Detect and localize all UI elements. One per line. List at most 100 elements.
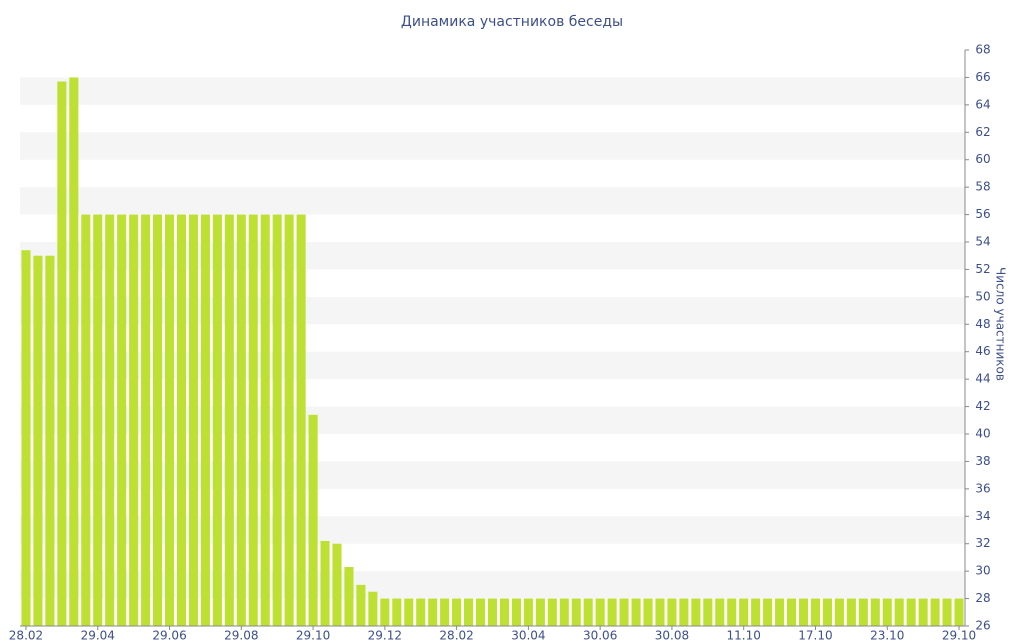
bar xyxy=(631,598,641,626)
bar xyxy=(392,598,402,626)
bar xyxy=(153,214,163,627)
bar xyxy=(69,77,79,626)
x-tick-label: 17.10 xyxy=(798,629,832,641)
bar xyxy=(954,598,964,626)
x-tick-label: 30.04 xyxy=(511,629,545,641)
y-tick-label: 28 xyxy=(975,591,990,605)
bar xyxy=(822,598,832,626)
bar xyxy=(224,214,234,627)
y-tick-label: 52 xyxy=(975,262,990,276)
bar xyxy=(499,598,510,626)
bar xyxy=(559,598,569,626)
y-tick-label: 68 xyxy=(975,43,990,57)
bar xyxy=(930,598,940,626)
y-tick-label: 42 xyxy=(975,399,990,413)
bar xyxy=(117,214,127,627)
y-tick-label: 40 xyxy=(975,427,990,441)
bar xyxy=(356,584,366,626)
bar xyxy=(882,598,892,626)
bar xyxy=(188,214,198,627)
bar xyxy=(129,214,139,627)
bar xyxy=(487,598,498,626)
x-tick-label: 30.06 xyxy=(583,629,617,641)
x-tick-label: 29.10 xyxy=(942,629,976,641)
bar xyxy=(320,540,330,626)
bar xyxy=(475,598,486,626)
y-tick-label: 30 xyxy=(975,564,990,578)
x-tick-label: 29.12 xyxy=(368,629,402,641)
y-tick-label: 66 xyxy=(975,70,990,84)
y-tick-label: 26 xyxy=(975,619,990,633)
bar xyxy=(440,598,450,626)
bar xyxy=(607,598,617,626)
bar xyxy=(834,598,844,626)
bar xyxy=(272,214,282,627)
bar xyxy=(798,598,809,626)
bar xyxy=(547,598,557,626)
y-tick-label: 44 xyxy=(975,372,990,386)
x-tick-label: 29.04 xyxy=(81,629,115,641)
bar xyxy=(416,598,426,626)
bar xyxy=(619,598,629,626)
y-tick-label: 56 xyxy=(975,207,990,221)
bar xyxy=(703,598,713,626)
bar xyxy=(308,414,318,626)
x-tick-label: 28.02 xyxy=(9,629,43,641)
x-tick-label: 30.08 xyxy=(655,629,689,641)
bar xyxy=(45,255,55,626)
y-tick-label: 64 xyxy=(975,97,990,111)
bar xyxy=(33,255,43,626)
bar xyxy=(655,598,665,626)
y-tick-label: 38 xyxy=(975,454,990,468)
bar xyxy=(858,598,868,626)
bar xyxy=(176,214,187,627)
bar xyxy=(583,598,593,626)
y-tick-label: 60 xyxy=(975,152,990,166)
bar xyxy=(57,81,67,627)
bar xyxy=(751,598,761,626)
bar xyxy=(236,214,246,627)
x-tick-label: 29.10 xyxy=(296,629,330,641)
y-axis-title: Число участников xyxy=(994,267,1008,381)
x-tick-label: 29.06 xyxy=(152,629,186,641)
bar xyxy=(296,214,306,627)
bar xyxy=(93,214,103,627)
x-tick-label: 28.02 xyxy=(439,629,473,641)
bar xyxy=(727,598,737,626)
bar xyxy=(380,598,390,626)
y-tick-label: 58 xyxy=(975,180,990,194)
bar xyxy=(691,598,701,626)
bar xyxy=(846,598,856,626)
bar xyxy=(344,567,354,626)
bar xyxy=(332,543,342,626)
bar xyxy=(284,214,294,627)
bar xyxy=(200,214,210,627)
bar xyxy=(787,598,797,626)
bar xyxy=(368,591,378,626)
y-tick-label: 32 xyxy=(975,536,990,550)
x-tick-label: 11.10 xyxy=(727,629,761,641)
bar xyxy=(141,214,151,627)
bar xyxy=(81,214,91,627)
bar xyxy=(870,598,880,626)
bar xyxy=(428,598,438,626)
bar xyxy=(918,598,928,626)
bar xyxy=(763,598,773,626)
y-tick-label: 46 xyxy=(975,344,990,358)
bar xyxy=(212,214,222,627)
grid-band xyxy=(20,187,965,215)
bar xyxy=(105,214,115,627)
bar xyxy=(523,598,533,626)
bar xyxy=(739,598,749,626)
y-tick-label: 36 xyxy=(975,481,990,495)
grid-band xyxy=(20,77,965,105)
y-tick-label: 48 xyxy=(975,317,990,331)
bar xyxy=(404,598,414,626)
bar xyxy=(248,214,258,627)
x-tick-label: 29.08 xyxy=(224,629,258,641)
y-tick-label: 34 xyxy=(975,509,990,523)
x-tick-label: 23.10 xyxy=(870,629,904,641)
bar xyxy=(452,598,462,626)
grid-band xyxy=(20,132,965,160)
